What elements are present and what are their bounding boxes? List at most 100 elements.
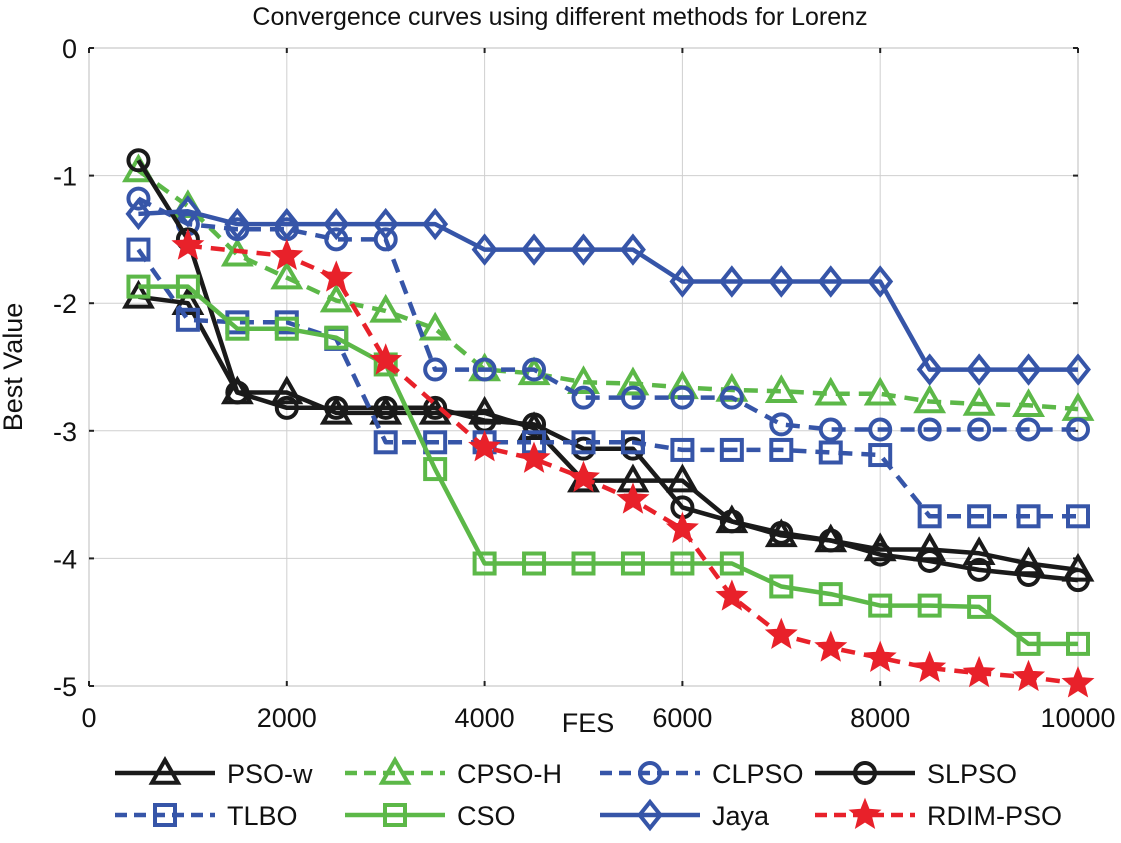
data-point-square xyxy=(868,443,893,468)
data-point-square xyxy=(670,437,695,462)
data-point-square xyxy=(225,316,250,341)
data-point-triangle xyxy=(319,395,353,425)
data-point-circle xyxy=(522,357,547,382)
data-point-square xyxy=(670,551,695,576)
legend-label: TLBO xyxy=(227,801,298,831)
x-tick-label: 10000 xyxy=(1040,703,1115,733)
data-point-square xyxy=(868,593,893,618)
x-tick-label: 4000 xyxy=(455,703,515,733)
y-tick-label: -5 xyxy=(53,672,77,702)
data-point-triangle xyxy=(814,376,848,406)
legend-item-cso: CSO xyxy=(345,801,516,831)
data-point-star xyxy=(468,430,502,462)
data-point-circle xyxy=(917,548,942,573)
legend-marker-square xyxy=(383,803,407,827)
data-point-square xyxy=(423,457,448,482)
data-point-diamond xyxy=(867,265,894,298)
data-point-diamond xyxy=(916,353,943,386)
data-point-square xyxy=(175,307,200,332)
data-point-diamond xyxy=(372,207,399,241)
data-point-circle xyxy=(967,557,992,582)
series-rdim-pso xyxy=(171,228,1095,698)
data-point-circle xyxy=(373,227,398,252)
data-point-circle xyxy=(472,357,497,382)
data-point-square xyxy=(324,325,349,350)
data-point-square xyxy=(967,594,992,619)
data-point-diamond xyxy=(422,207,449,241)
legend-item-pso-w: PSO-w xyxy=(115,755,313,789)
data-point-square xyxy=(1066,631,1090,656)
data-point-diamond xyxy=(669,265,696,298)
data-point-star xyxy=(567,460,600,493)
data-point-circle xyxy=(324,395,349,420)
data-point-circle xyxy=(324,227,349,252)
data-point-star xyxy=(1012,659,1046,692)
data-point-circle xyxy=(967,417,992,442)
legend-label: CLPSO xyxy=(712,759,804,789)
data-point-circle xyxy=(719,509,744,534)
legend-item-tlbo: TLBO xyxy=(115,801,298,831)
data-point-diamond xyxy=(521,233,548,266)
data-point-diamond xyxy=(817,265,844,298)
data-point-square xyxy=(373,430,398,455)
data-point-diamond xyxy=(174,195,201,228)
data-point-square xyxy=(274,316,299,341)
data-point-diamond xyxy=(718,265,745,298)
plot-area xyxy=(88,47,1079,687)
data-point-circle xyxy=(818,417,843,442)
data-point-star xyxy=(962,655,996,688)
x-axis-label: FES xyxy=(562,708,615,738)
data-point-circle xyxy=(571,385,596,410)
data-point-star xyxy=(369,343,403,375)
data-point-circle xyxy=(1066,417,1090,442)
legend-marker-circle xyxy=(853,761,877,785)
x-tick-label: 6000 xyxy=(652,703,712,733)
data-point-star xyxy=(270,238,304,270)
y-axis-label: Best Value xyxy=(0,303,28,432)
data-point-triangle xyxy=(319,283,353,313)
y-tick-label: -3 xyxy=(53,417,77,447)
data-point-square xyxy=(175,274,200,299)
data-point-star xyxy=(863,640,897,672)
data-point-square xyxy=(1066,504,1090,529)
data-point-triangle xyxy=(369,395,403,425)
data-point-star xyxy=(517,441,551,473)
series-jaya xyxy=(125,195,1091,386)
legend-label: CSO xyxy=(457,801,516,831)
data-point-diamond xyxy=(570,233,597,266)
data-point-square xyxy=(522,551,547,576)
data-point-triangle xyxy=(616,366,650,396)
data-point-triangle xyxy=(962,536,996,566)
series-slpso xyxy=(126,148,1090,593)
x-tick-label: 8000 xyxy=(850,703,910,733)
data-point-triangle xyxy=(1012,388,1045,418)
data-point-triangle xyxy=(369,293,403,323)
data-point-circle xyxy=(1066,568,1090,593)
data-point-diamond xyxy=(966,353,993,386)
data-point-square xyxy=(126,237,151,262)
data-point-diamond xyxy=(273,207,300,241)
legend-label: RDIM-PSO xyxy=(927,801,1062,831)
data-point-square xyxy=(818,582,843,607)
y-tick-label: -2 xyxy=(53,289,77,319)
x-tick-label: 0 xyxy=(81,703,96,733)
data-point-triangle xyxy=(913,384,947,414)
data-point-star xyxy=(814,630,848,662)
data-point-circle xyxy=(1016,417,1041,442)
data-point-triangle xyxy=(665,463,699,493)
data-point-square xyxy=(917,593,942,618)
data-point-circle xyxy=(1016,562,1041,587)
data-point-square xyxy=(769,437,794,462)
data-point-square xyxy=(620,430,645,455)
series-cso xyxy=(126,274,1090,656)
y-tick-label: -1 xyxy=(53,162,77,192)
x-tick-label: 2000 xyxy=(257,703,317,733)
data-point-diamond xyxy=(1065,353,1091,386)
legend: PSO-w CPSO-H CLPSO SLPSO TLBO CSO Jaya RDIM-PSO xyxy=(115,755,1062,832)
data-point-triangle xyxy=(863,376,897,406)
data-point-square xyxy=(571,551,596,576)
data-point-circle xyxy=(769,520,794,545)
data-point-star xyxy=(171,228,205,260)
series-group xyxy=(122,148,1095,698)
